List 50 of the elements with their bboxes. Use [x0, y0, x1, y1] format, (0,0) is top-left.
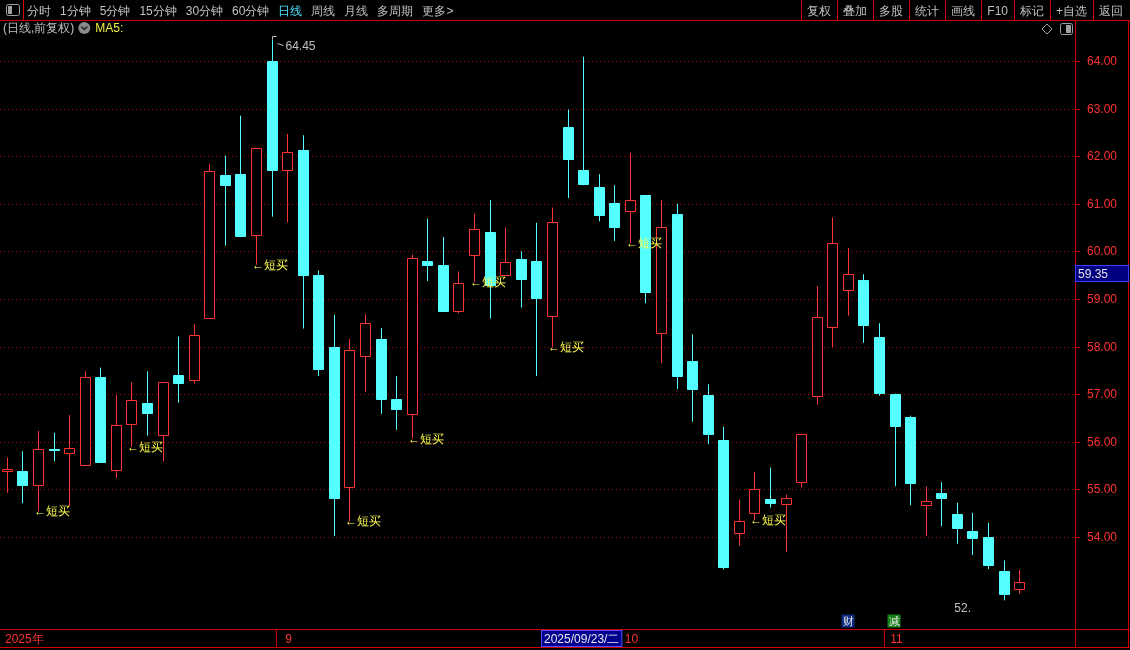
y-tick-label: 55.00 [1087, 482, 1118, 497]
text: 2025年 [5, 632, 44, 646]
x-tick-label: 11 [890, 632, 904, 646]
text: 多周期 [377, 4, 414, 18]
annotation: ←短买 [345, 514, 381, 529]
text: 2025/09/23/二 [544, 632, 620, 646]
annotation: 财 [842, 615, 854, 627]
text: 15分钟 [139, 4, 177, 18]
annotation: ←短买 [252, 257, 288, 272]
text: 多股 [879, 4, 904, 18]
y-tick-label: 64.00 [1087, 53, 1118, 68]
text: 画线 [951, 4, 976, 18]
annotation: ←短买 [408, 431, 444, 446]
y-tick-label: 56.00 [1087, 434, 1118, 449]
y-tick-label: 57.00 [1087, 387, 1118, 402]
y-tick-label: 58.00 [1087, 339, 1118, 354]
text: 分时 [27, 4, 51, 18]
text: F10 [987, 4, 1009, 18]
chart-title: (日线,前复权) [3, 21, 75, 35]
text: 返回 [1099, 4, 1123, 18]
y-tick-label: 61.00 [1087, 196, 1118, 211]
annotation: 64.45 [285, 38, 316, 53]
annotation: ←短买 [34, 504, 70, 519]
text: 周线 [311, 4, 336, 18]
annotation: ←短买 [548, 339, 584, 354]
text: 5分钟 [99, 4, 131, 18]
y-tick-label: 59.00 [1087, 292, 1118, 306]
text: 复权 [807, 4, 832, 18]
x-tick-label: 10 [624, 632, 639, 646]
y-tick-label: 62.00 [1087, 149, 1118, 164]
text: 日线 [278, 4, 303, 18]
y-tick-label: 54.00 [1087, 530, 1118, 545]
annotation: ←短买 [750, 513, 786, 528]
annotation: 52. [954, 601, 971, 616]
text: 统计 [915, 4, 940, 18]
y-tick-label: 60.00 [1087, 244, 1118, 259]
annotation: ←短买 [127, 439, 163, 454]
text: 60分钟 [232, 4, 270, 18]
y-tick-label: 63.00 [1087, 101, 1118, 116]
text: 月线 [344, 4, 369, 18]
annotation: 减 [888, 615, 900, 627]
annotation: MA5: [95, 21, 124, 35]
text: 标记 [1018, 4, 1044, 18]
text: 叠加 [843, 4, 868, 18]
text: +自选 [1055, 4, 1087, 18]
text: 30分钟 [185, 4, 224, 18]
text: 1分钟 [60, 4, 91, 18]
text: 59.35 [1078, 267, 1109, 281]
x-tick-label: 9 [285, 632, 293, 646]
text: 更多> [422, 4, 454, 18]
